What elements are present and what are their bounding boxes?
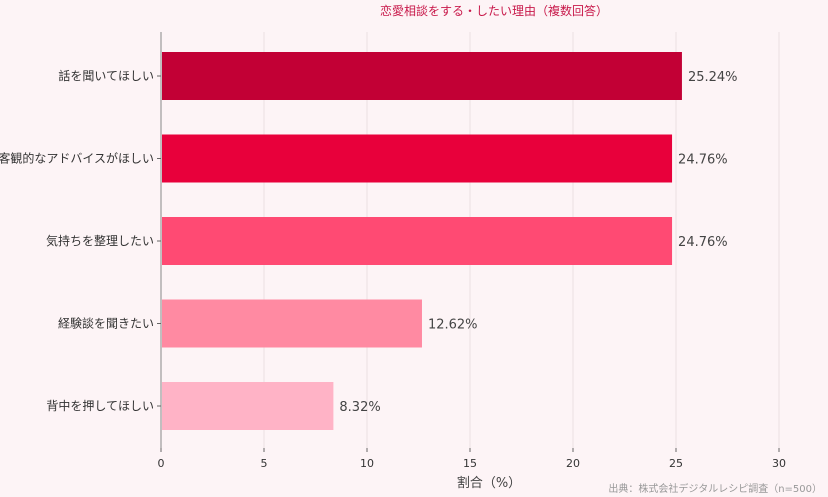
x-axis: 0 5 10 15 20 25 30	[157, 32, 786, 470]
source-note: 出典：株式会社デジタルレシピ調査（n=500）	[608, 482, 822, 495]
bar	[162, 382, 334, 430]
x-tick-label: 10	[360, 457, 374, 470]
data-labels: 25.24% 24.76% 24.76% 12.62% 8.32%	[339, 70, 737, 415]
bar	[162, 134, 673, 183]
x-tick-label: 15	[463, 457, 477, 470]
bars	[162, 52, 682, 430]
x-tick-label: 20	[566, 457, 580, 470]
category-labels: 話を聞いてほしい客観的なアドバイスがほしい気持ちを整理したい経験談を聞きたい背中…	[0, 68, 154, 413]
category-label: 気持ちを整理したい	[46, 233, 154, 248]
data-label: 24.76%	[678, 153, 728, 168]
x-tick-label: 0	[158, 457, 165, 470]
data-label: 24.76%	[678, 235, 728, 250]
bar	[162, 52, 682, 100]
category-label: 経験談を聞きたい	[58, 316, 154, 331]
x-tick-label: 30	[772, 457, 786, 470]
data-label: 8.32%	[339, 400, 380, 415]
category-label: 話を聞いてほしい	[58, 68, 154, 83]
x-axis-title: 割合（%）	[457, 475, 521, 491]
bar	[162, 299, 422, 348]
bar	[162, 217, 673, 265]
chart-title: 恋愛相談をする・したい理由（複数回答）	[380, 3, 608, 18]
x-tick-label: 25	[669, 457, 683, 470]
category-label: 客観的なアドバイスがほしい	[0, 151, 154, 166]
data-label: 12.62%	[428, 318, 478, 333]
x-tick-label: 5	[261, 457, 268, 470]
data-label: 25.24%	[688, 70, 738, 85]
category-label: 背中を押してほしい	[46, 398, 154, 413]
